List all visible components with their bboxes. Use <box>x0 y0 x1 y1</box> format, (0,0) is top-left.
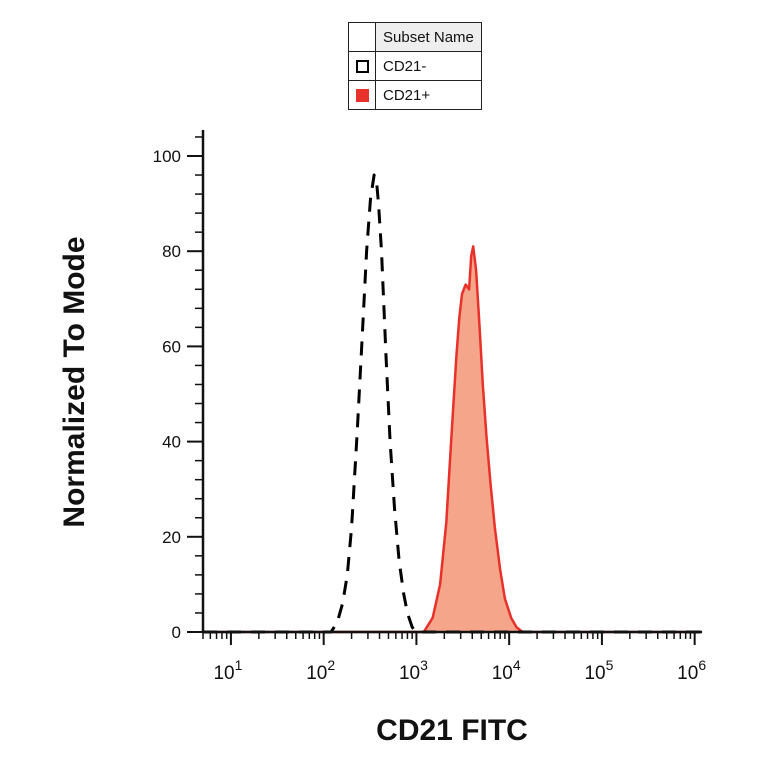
series-cd21-pos-line <box>203 245 702 634</box>
x-tick-label: 104 <box>492 657 521 684</box>
legend: Subset Name CD21- CD21+ <box>348 22 482 110</box>
legend-entry: CD21+ <box>348 80 482 110</box>
y-tick-label: 100 <box>153 147 181 166</box>
x-tick-label: 101 <box>213 657 242 684</box>
x-tick-label: 103 <box>399 657 428 684</box>
y-tick-label: 20 <box>162 528 181 547</box>
x-tick-label: 102 <box>306 657 335 684</box>
y-tick-label: 60 <box>162 337 181 356</box>
legend-header-row: Subset Name <box>348 22 482 52</box>
y-tick-label: 80 <box>162 242 181 261</box>
legend-header: Subset Name <box>375 22 482 52</box>
y-axis-label: Normalized To Mode <box>58 236 91 527</box>
x-axis-label: CD21 FITC <box>376 714 528 747</box>
axes: 0 20 40 60 80 100 101 102 103 104 105 106 <box>153 130 706 684</box>
legend-entry: CD21- <box>348 51 482 81</box>
x-tick-label: 105 <box>584 657 613 684</box>
x-tick-label: 106 <box>677 657 706 684</box>
legend-label: CD21+ <box>375 80 482 110</box>
plot-area <box>203 173 702 634</box>
y-tick-label: 40 <box>162 433 181 452</box>
y-tick-label: 0 <box>172 623 181 642</box>
series-cd21-neg-line <box>203 173 702 634</box>
legend-swatch-cd21-neg <box>355 60 369 74</box>
legend-swatch-cd21-pos <box>355 89 369 103</box>
